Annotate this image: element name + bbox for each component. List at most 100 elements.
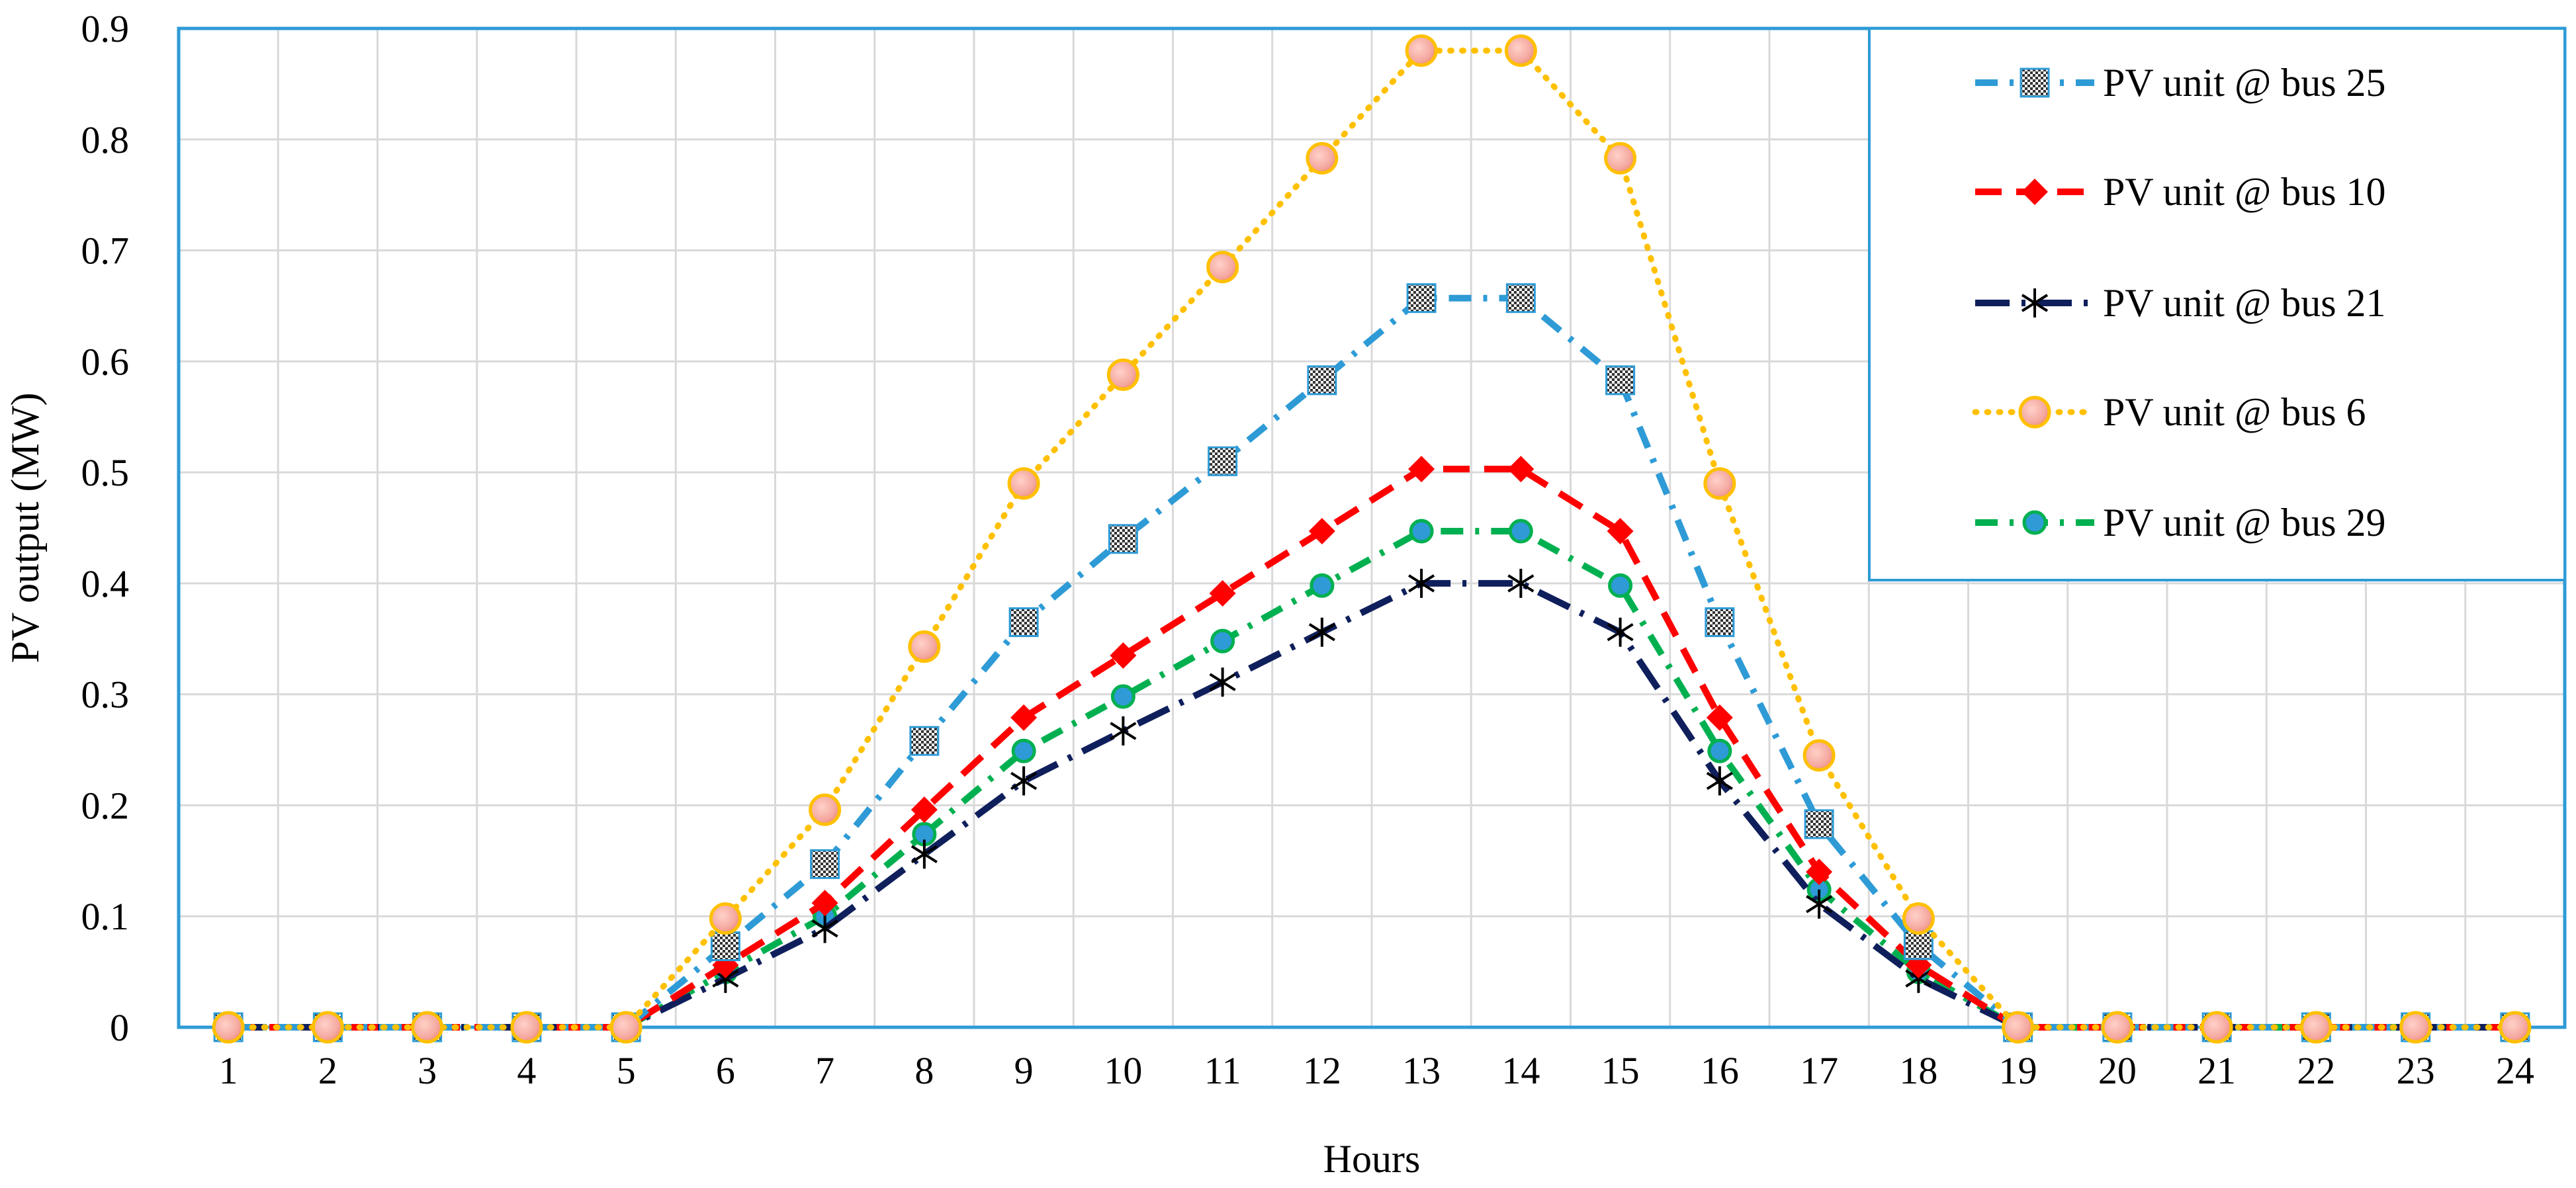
y-tick-label: 0.2 <box>81 784 130 827</box>
x-tick-label: 13 <box>1402 1049 1441 1092</box>
x-tick-label: 7 <box>815 1049 834 1092</box>
marker-checkered-square <box>710 931 740 962</box>
legend-entry: PV unit @ bus 29 <box>1975 501 2386 544</box>
marker-circle <box>2299 1011 2332 1044</box>
marker-asterisk <box>910 839 938 869</box>
x-tick-label: 12 <box>1303 1049 1341 1092</box>
y-tick-label: 0.9 <box>81 7 130 50</box>
marker-circle <box>2101 1011 2134 1044</box>
marker-diamond <box>1706 704 1733 731</box>
marker-circle <box>1504 34 1537 67</box>
marker-circle <box>2022 510 2047 535</box>
marker-diamond <box>1010 704 1038 731</box>
marker-checkered-square <box>1108 524 1138 554</box>
marker-circle <box>1110 684 1135 709</box>
y-tick-label: 0.6 <box>81 340 130 383</box>
marker-diamond <box>910 796 938 824</box>
marker-circle <box>2002 1011 2035 1044</box>
marker-asterisk <box>1209 667 1236 697</box>
legend-entry: PV unit @ bus 10 <box>1975 170 2386 214</box>
marker-circle <box>1409 519 1434 544</box>
y-tick-label: 0 <box>110 1006 129 1049</box>
legend-label: PV unit @ bus 29 <box>2103 501 2386 544</box>
marker-circle <box>908 630 941 663</box>
marker-circle <box>1802 739 1836 772</box>
marker-asterisk <box>811 913 838 943</box>
x-tick-label: 23 <box>2397 1049 2435 1092</box>
marker-asterisk <box>2021 288 2049 318</box>
marker-asterisk <box>1806 889 1833 919</box>
legend: PV unit @ bus 25 PV unit @ bus 10 PV unit … <box>1868 27 2566 581</box>
marker-circle <box>1604 142 1637 175</box>
marker-checkered-square <box>1605 365 1636 396</box>
legend-entry: PV unit @ bus 6 <box>1972 390 2366 434</box>
marker-asterisk <box>1408 568 1435 598</box>
legend-label: PV unit @ bus 6 <box>2103 390 2366 434</box>
series-line <box>225 48 2518 1031</box>
marker-checkered-square <box>1804 809 1834 839</box>
marker-circle <box>2200 1011 2233 1044</box>
y-tick-label: 0.3 <box>81 673 130 716</box>
x-tick-label: 16 <box>1701 1049 1739 1092</box>
x-tick-label: 4 <box>517 1049 536 1092</box>
marker-circle <box>212 1011 245 1044</box>
marker-circle <box>1707 738 1732 763</box>
x-tick-label: 9 <box>1014 1049 1034 1092</box>
marker-asterisk <box>1607 617 1634 647</box>
y-axis-ticks: 0 0.1 0.2 0.3 0.4 0.5 0.6 0.7 0.8 0.9 <box>81 7 130 1049</box>
series-4 <box>212 34 2532 1044</box>
x-tick-label: 20 <box>2098 1049 2137 1092</box>
marker-circle <box>1210 628 1235 654</box>
x-tick-label: 14 <box>1501 1049 1540 1092</box>
x-axis-title: Hours <box>1323 1137 1421 1181</box>
legend-label: PV unit @ bus 21 <box>2103 281 2386 325</box>
x-tick-label: 19 <box>1999 1049 2037 1092</box>
marker-checkered-square <box>909 726 940 756</box>
marker-diamond <box>1408 456 1435 483</box>
marker-circle <box>1306 142 1339 175</box>
marker-circle <box>311 1011 344 1044</box>
marker-asterisk <box>1110 716 1137 746</box>
marker-diamond <box>811 890 838 917</box>
marker-circle <box>2018 396 2051 429</box>
marker-checkered-square <box>1008 607 1039 638</box>
marker-diamond <box>1507 456 1534 483</box>
marker-circle <box>1106 358 1139 391</box>
marker-circle <box>709 902 742 935</box>
series-line <box>228 294 2515 1031</box>
y-tick-label: 0.5 <box>81 451 130 494</box>
marker-checkered-square <box>1505 283 1536 314</box>
marker-asterisk <box>1507 568 1534 598</box>
marker-checkered-square <box>1208 446 1238 476</box>
marker-diamond <box>2021 179 2048 205</box>
x-tick-label: 11 <box>1204 1049 1241 1092</box>
x-tick-label: 24 <box>2496 1049 2534 1092</box>
marker-circle <box>1206 251 1239 284</box>
series-layer <box>212 34 2532 1044</box>
marker-diamond <box>1308 518 1335 545</box>
marker-circle <box>1508 519 1533 544</box>
x-tick-label: 2 <box>318 1049 337 1092</box>
marker-circle <box>2499 1011 2532 1044</box>
x-tick-label: 17 <box>1800 1049 1838 1092</box>
x-tick-label: 15 <box>1601 1049 1640 1092</box>
marker-circle <box>809 793 842 826</box>
y-tick-label: 0.7 <box>81 230 130 273</box>
marker-circle <box>1902 902 1935 935</box>
marker-checkered-square <box>1406 283 1437 314</box>
marker-checkered-square <box>2020 67 2050 98</box>
x-tick-label: 10 <box>1104 1049 1142 1092</box>
y-tick-label: 0.1 <box>81 895 130 938</box>
x-axis-ticks: 1 2 3 4 5 6 7 8 9 10 11 12 13 14 15 16 17 18 19 20 21 22 23 24 <box>219 1049 2534 1092</box>
marker-diamond <box>1209 579 1236 607</box>
x-tick-label: 5 <box>617 1049 636 1092</box>
marker-checkered-square <box>1705 607 1735 638</box>
marker-circle <box>1011 738 1036 763</box>
marker-checkered-square <box>1307 365 1337 396</box>
legend-entry: PV unit @ bus 21 <box>1975 281 2386 325</box>
marker-circle <box>1703 467 1736 500</box>
marker-checkered-square <box>1903 930 1933 960</box>
marker-circle <box>609 1011 643 1044</box>
marker-diamond <box>1806 859 1833 886</box>
